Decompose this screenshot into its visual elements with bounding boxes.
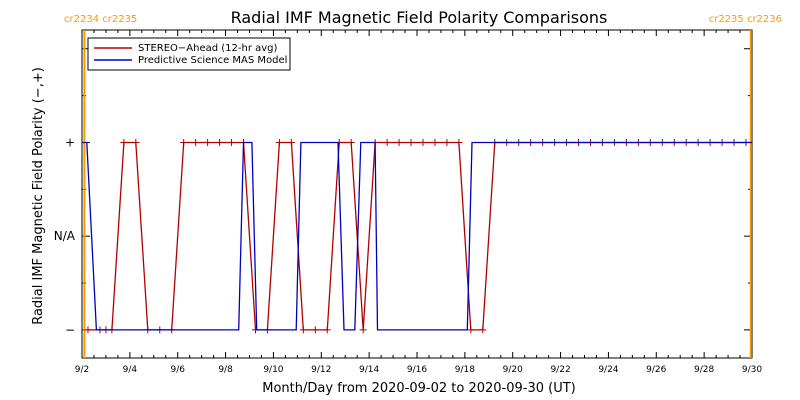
data-point-marker	[431, 138, 439, 146]
x-tick-label: 9/16	[407, 365, 427, 375]
y-tick-label: −	[65, 323, 75, 337]
x-tick-label: 9/2	[75, 365, 89, 375]
x-tick-label: 9/12	[311, 365, 331, 375]
data-point-marker	[84, 326, 92, 334]
series-line-0	[88, 141, 746, 331]
data-point-marker	[180, 138, 188, 146]
x-tick-label: 9/24	[598, 365, 618, 375]
data-point-marker	[479, 326, 487, 334]
y-axis-label: Radial IMF Magnetic Field Polarity (−,+)	[31, 67, 46, 325]
legend-label-mas: Predictive Science MAS Model	[138, 55, 287, 66]
data-point-marker	[132, 138, 140, 146]
data-point-marker	[120, 138, 128, 146]
y-tick-label: N/A	[54, 229, 76, 243]
data-point-marker	[287, 138, 295, 146]
x-tick-label: 9/4	[123, 365, 138, 375]
legend-label-stereo: STEREO−Ahead (12-hr avg)	[138, 43, 278, 54]
y-tick-label: +	[65, 135, 75, 149]
data-point-marker	[467, 326, 475, 334]
x-axis-label: Month/Day from 2020-09-02 to 2020-09-30 …	[262, 381, 575, 396]
data-point-marker	[323, 326, 331, 334]
x-tick-label: 9/30	[742, 365, 762, 375]
data-point-marker	[311, 326, 319, 334]
series-layer	[83, 138, 752, 334]
legend: STEREO−Ahead (12-hr avg) Predictive Scie…	[87, 37, 291, 71]
x-axis-ticks: 9/2 9/4 9/6 9/8 9/10 9/12 9/14 9/16 9/18 9/20 9/22…	[75, 30, 762, 375]
data-point-marker	[347, 138, 355, 146]
x-tick-label: 9/14	[359, 365, 379, 375]
x-tick-label: 9/26	[646, 365, 666, 375]
data-point-marker	[216, 138, 224, 146]
data-point-marker	[192, 138, 200, 146]
legend-box	[87, 37, 291, 71]
data-point-marker	[455, 138, 463, 146]
x-tick-label: 9/8	[218, 365, 233, 375]
data-point-marker	[395, 138, 403, 146]
carrington-label: cr2234 cr2235	[64, 14, 137, 25]
data-point-marker	[383, 138, 391, 146]
data-point-marker	[275, 138, 283, 146]
data-point-marker	[359, 326, 367, 334]
data-point-marker	[228, 138, 236, 146]
x-tick-label: 9/6	[170, 365, 185, 375]
x-tick-label: 9/10	[263, 365, 283, 375]
data-point-marker	[419, 138, 427, 146]
data-point-marker	[443, 138, 451, 146]
x-tick-label: 9/18	[455, 365, 475, 375]
data-point-marker	[204, 138, 212, 146]
plot-frame	[81, 29, 753, 359]
x-tick-label: 9/28	[694, 365, 714, 375]
chart-title: Radial IMF Magnetic Field Polarity Compa…	[231, 8, 608, 27]
data-point-marker	[407, 138, 415, 146]
x-tick-label: 9/22	[550, 365, 570, 375]
carrington-label: cr2235 cr2236	[709, 14, 782, 25]
data-point-marker	[299, 326, 307, 334]
carrington-rotation-markers: cr2234 cr2235 cr2235 cr2236	[64, 14, 782, 358]
x-tick-label: 9/20	[503, 365, 523, 375]
y-axis-ticks: + N/A −	[54, 48, 752, 337]
series-line-1	[83, 141, 752, 331]
